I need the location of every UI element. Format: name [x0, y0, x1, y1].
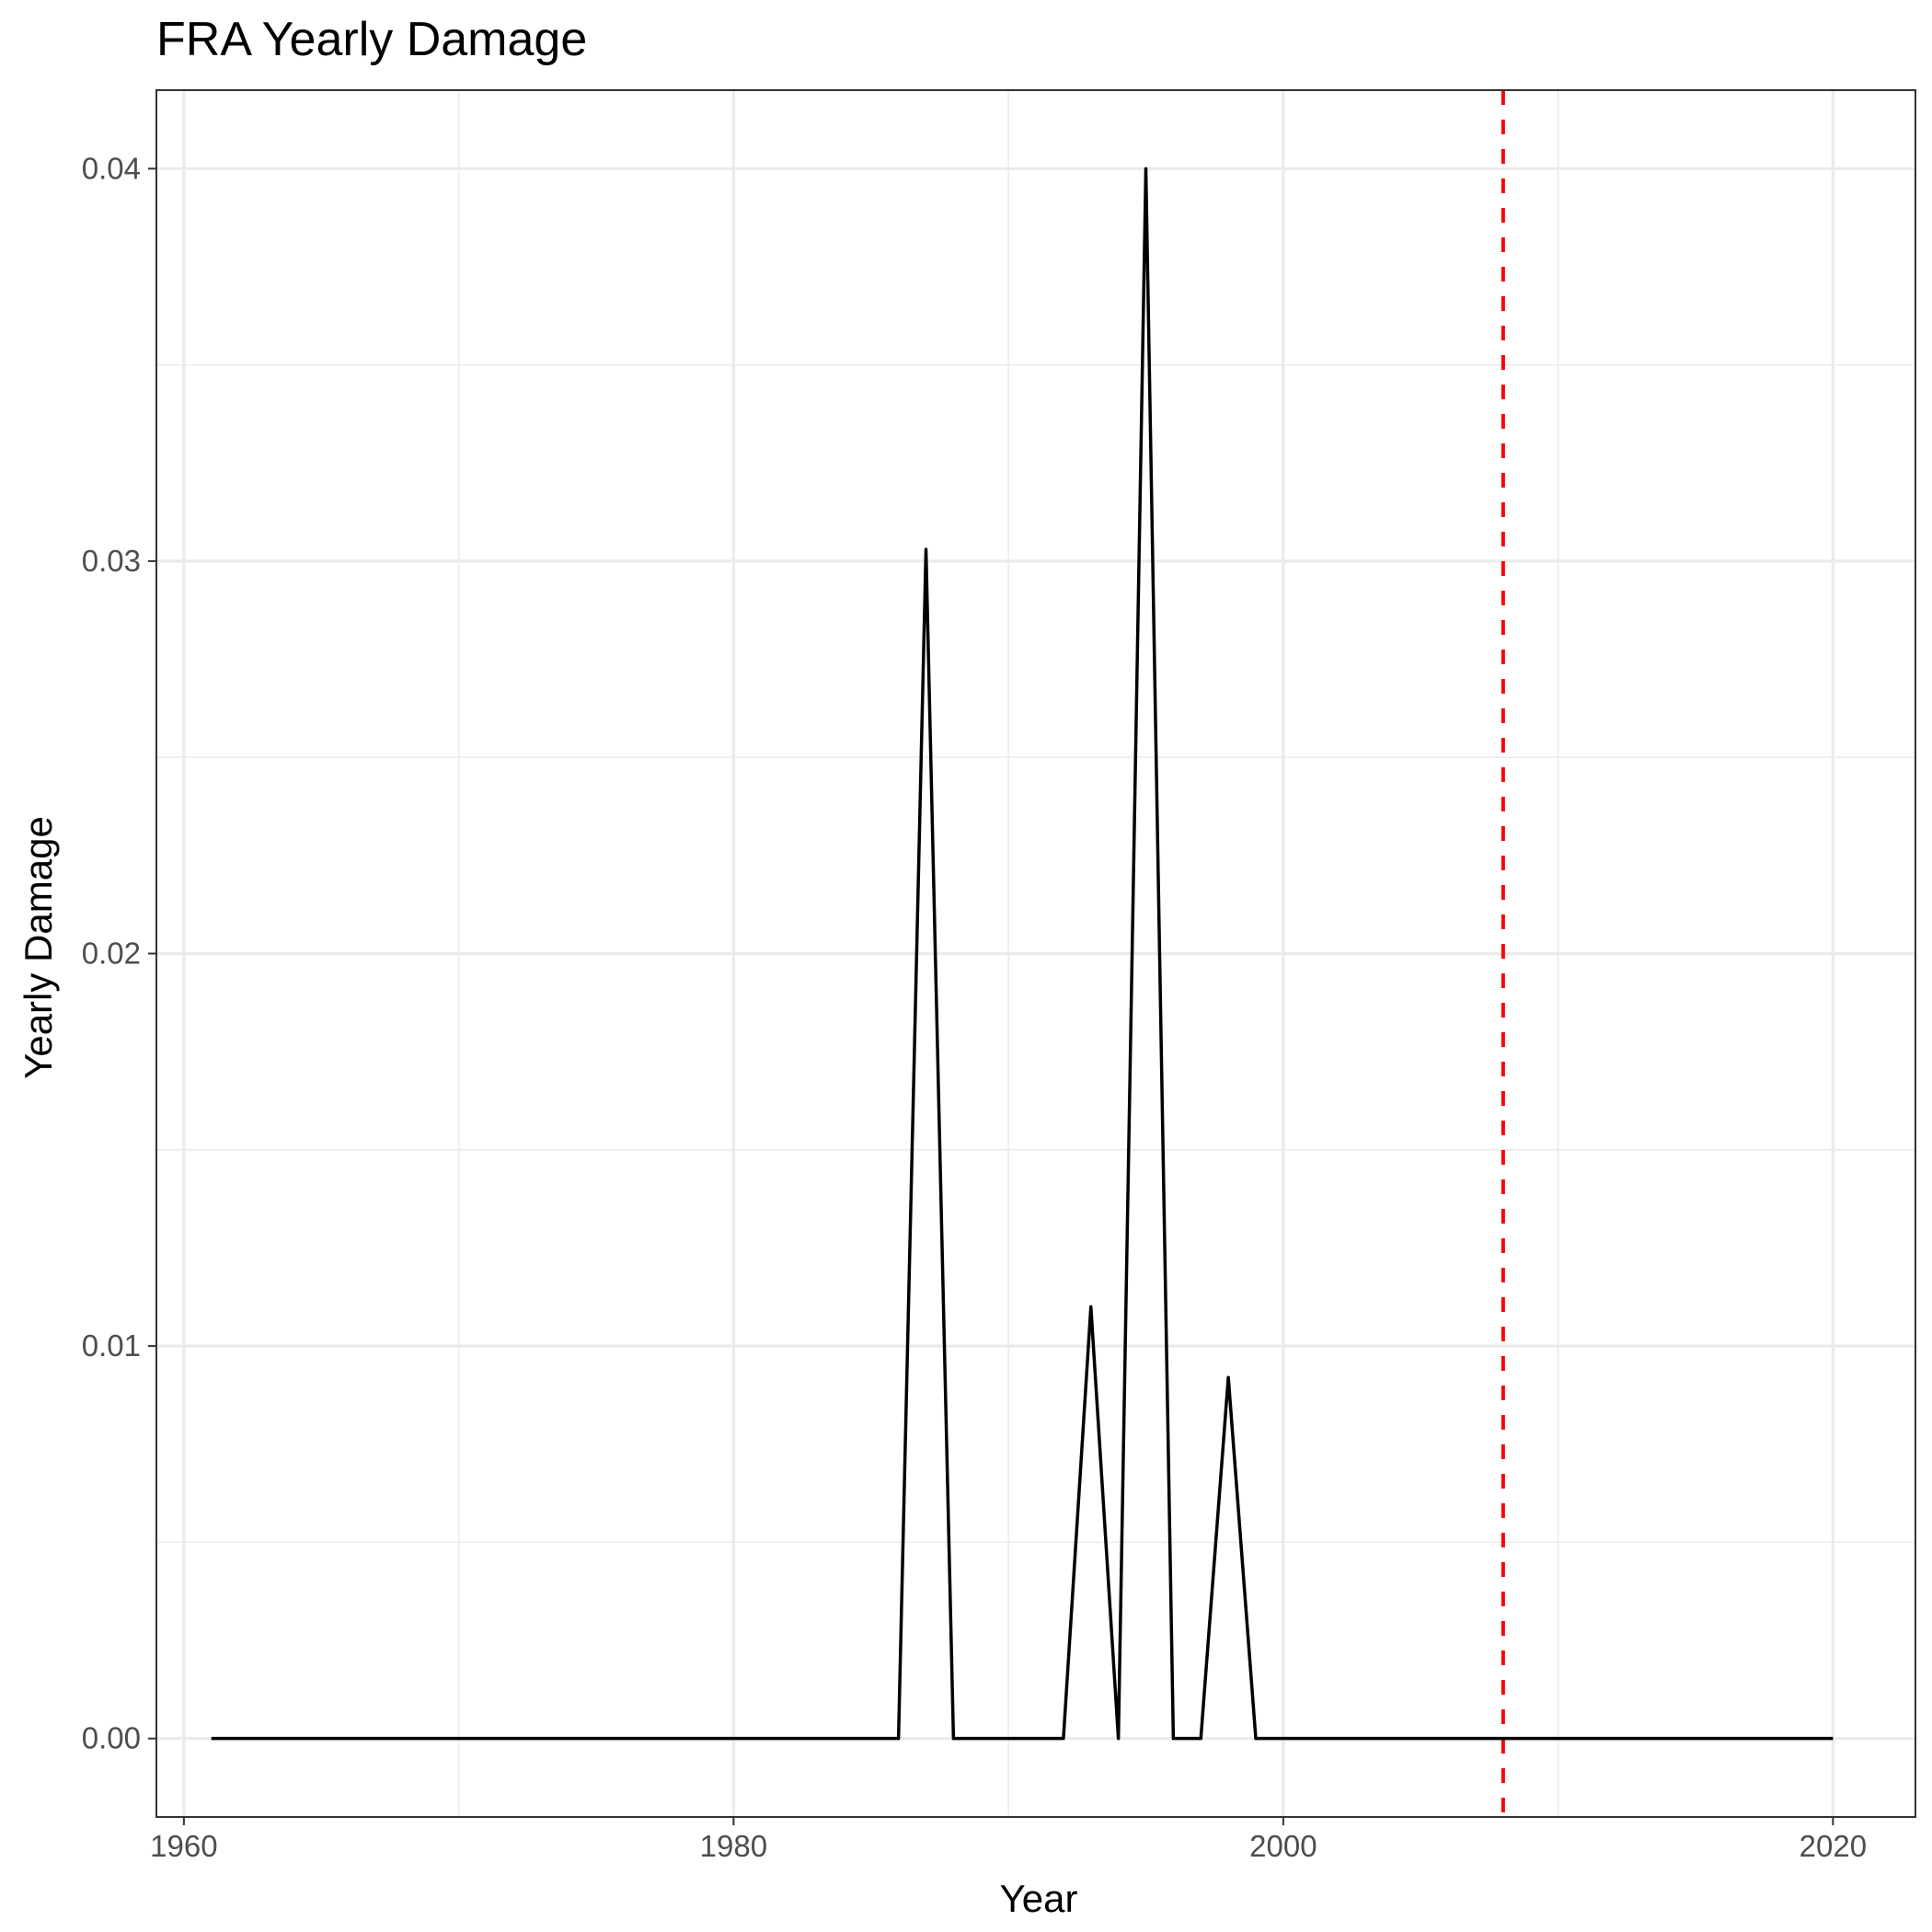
x-axis-title: Year	[1000, 1877, 1078, 1920]
x-tick-label: 1980	[700, 1829, 767, 1863]
series-line	[211, 167, 1834, 1741]
y-axis: 0.00 0.01 0.02 0.03 0.04	[82, 151, 156, 1755]
y-tick-label: 0.04	[82, 151, 141, 185]
grid	[156, 90, 1915, 1817]
x-axis: 1960 1980 2000 2020	[150, 1817, 1867, 1863]
y-tick-label: 0.02	[82, 937, 141, 971]
x-tick-label: 1960	[150, 1829, 217, 1863]
y-tick-label: 0.01	[82, 1328, 141, 1363]
y-tick-label: 0.00	[82, 1721, 141, 1755]
x-tick-label: 2020	[1800, 1829, 1867, 1863]
y-tick-label: 0.03	[82, 544, 141, 578]
chart-title: FRA Yearly Damage	[156, 13, 587, 66]
x-tick-label: 2000	[1249, 1829, 1317, 1863]
y-axis-title: Yearly Damage	[17, 816, 60, 1079]
series-group	[211, 167, 1834, 1741]
